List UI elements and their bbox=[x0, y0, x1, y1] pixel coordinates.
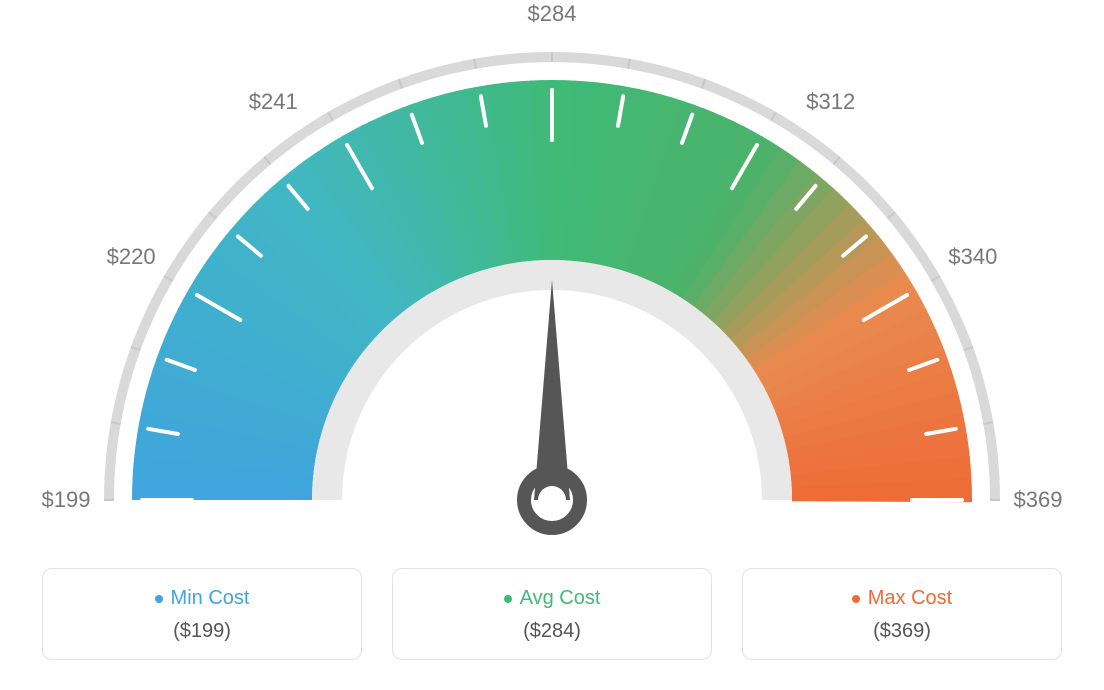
gauge-area: $199 $220 $241 $284 $312 $340 $369 bbox=[0, 0, 1104, 560]
gauge-tick-label: $199 bbox=[42, 487, 91, 512]
legend-title-avg: Avg Cost bbox=[504, 587, 601, 610]
legend-label-avg: Avg Cost bbox=[520, 587, 601, 610]
gauge-tick-label: $369 bbox=[1014, 487, 1063, 512]
gauge-svg: $199 $220 $241 $284 $312 $340 $369 bbox=[22, 0, 1082, 560]
legend-card-min: Min Cost ($199) bbox=[42, 568, 362, 660]
legend-value-min: ($199) bbox=[53, 620, 351, 643]
needle-hub-inner bbox=[538, 486, 566, 514]
legend-value-max: ($369) bbox=[753, 620, 1051, 643]
legend-value-avg: ($284) bbox=[403, 620, 701, 643]
legend-label-min: Min Cost bbox=[171, 587, 250, 610]
legend-dot-min bbox=[155, 595, 163, 603]
legend-title-max: Max Cost bbox=[852, 587, 952, 610]
gauge-tick-label: $220 bbox=[107, 244, 156, 269]
gauge-tick-label: $312 bbox=[806, 89, 855, 114]
legend-dot-max bbox=[852, 595, 860, 603]
legend-card-avg: Avg Cost ($284) bbox=[392, 568, 712, 660]
cost-gauge-chart: $199 $220 $241 $284 $312 $340 $369 Min Cost ($… bbox=[0, 0, 1104, 690]
legend-label-max: Max Cost bbox=[868, 587, 952, 610]
legend-row: Min Cost ($199) Avg Cost ($284) Max Cost… bbox=[0, 568, 1104, 660]
gauge-tick-label: $241 bbox=[249, 89, 298, 114]
legend-title-min: Min Cost bbox=[155, 587, 250, 610]
legend-card-max: Max Cost ($369) bbox=[742, 568, 1062, 660]
gauge-tick-label: $340 bbox=[948, 244, 997, 269]
legend-dot-avg bbox=[504, 595, 512, 603]
gauge-tick-label: $284 bbox=[528, 1, 577, 26]
